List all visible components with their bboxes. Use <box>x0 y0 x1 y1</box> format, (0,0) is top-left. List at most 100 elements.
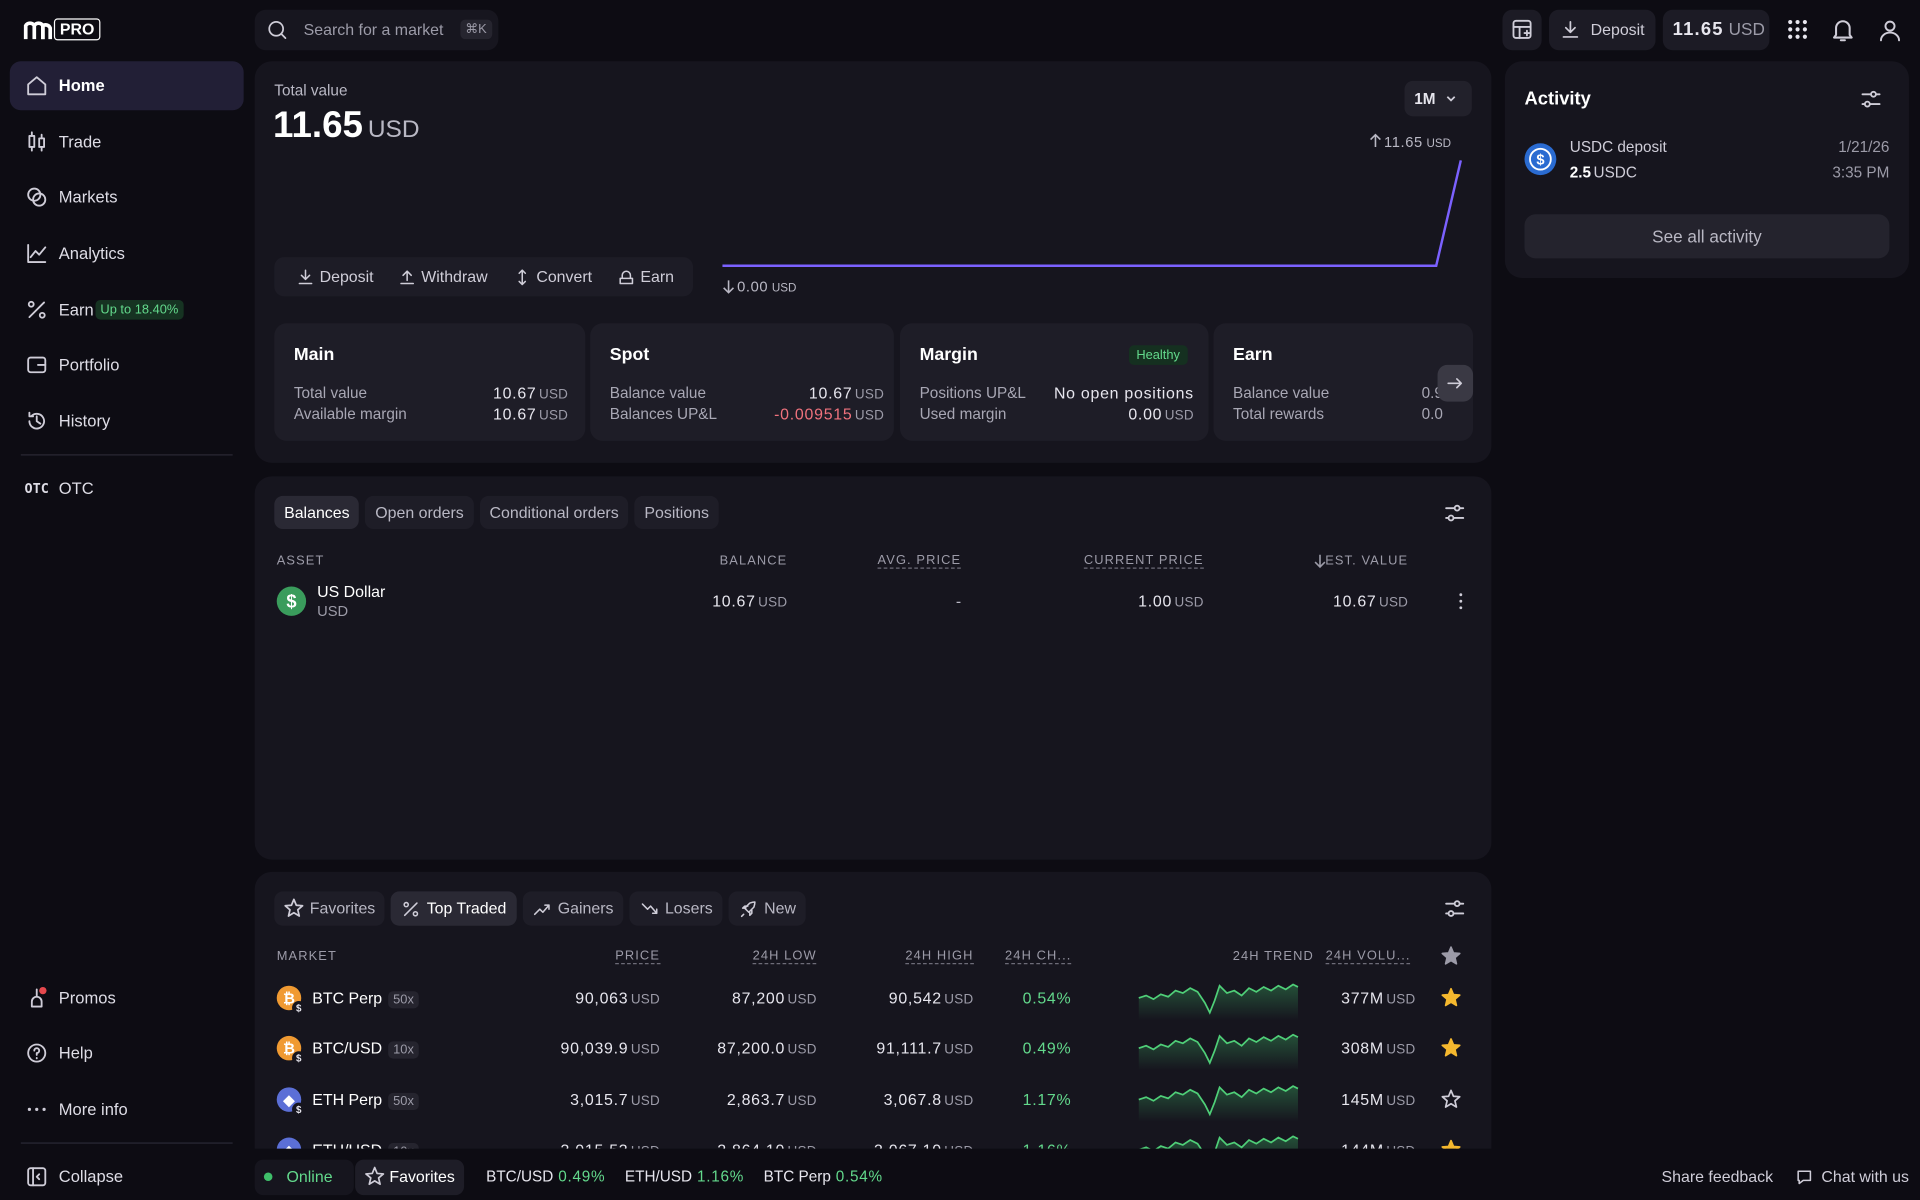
volume-cell-value: 144M <box>1341 1140 1384 1148</box>
balance-cell-value: 10.67 <box>712 592 756 611</box>
card-row-value-value: 10.67 <box>493 383 537 403</box>
feedback-link[interactable]: Share feedback <box>1661 1167 1774 1186</box>
tab[interactable]: Open orders <box>365 495 474 529</box>
icon-analytics <box>27 243 47 263</box>
action-button[interactable]: Withdraw <box>421 267 488 286</box>
icon-trade <box>28 130 46 152</box>
nav-label[interactable]: Earn <box>58 300 94 319</box>
column-header: 24H CH... <box>1005 948 1072 965</box>
account-card[interactable]: Earn Balance value 0.9 Total rewards 0.0 <box>1213 323 1474 441</box>
polygon <box>1441 987 1461 1007</box>
chart-max-unit: USD <box>1426 137 1452 151</box>
nav-label[interactable]: Collapse <box>58 1167 124 1186</box>
nav-label[interactable]: Help <box>58 1043 93 1063</box>
balance-value: 11.65 <box>1672 18 1724 40</box>
tab[interactable]: Conditional orders <box>479 495 629 529</box>
favorite-toggle[interactable] <box>1440 1139 1462 1149</box>
high-cell-unit: USD <box>944 1043 974 1058</box>
nav-label[interactable]: Portfolio <box>58 356 120 375</box>
account-card[interactable]: Spot Balance value 10.67 USD Balances UP&L -0… <box>590 323 894 441</box>
nav-item[interactable] <box>9 61 244 111</box>
deposit-button[interactable] <box>1548 9 1656 51</box>
favorites-label[interactable]: Favorites <box>389 1167 455 1186</box>
ticker[interactable]: ETH/USD 1.16% <box>625 1166 744 1188</box>
favorite-toggle[interactable] <box>1440 1038 1462 1060</box>
ticker-strip: BTC/USD 0.49% ETH/USD 1.16% BTC Perp 0.54% <box>486 1166 883 1188</box>
favorites-pill[interactable] <box>355 1159 465 1196</box>
current-price-cell: 1.00 USD <box>1138 592 1204 610</box>
card-row-value: 0.0 <box>1421 405 1443 423</box>
range-select[interactable] <box>1404 80 1472 117</box>
action-button[interactable]: Deposit <box>319 267 374 286</box>
range-label[interactable]: 1M <box>1414 90 1436 108</box>
status-dot <box>263 1172 273 1182</box>
favorite-header <box>1441 946 1461 965</box>
text: ₿ <box>283 1042 295 1058</box>
account-card[interactable]: Margin Healthy Positions UP&L No open posit… <box>900 323 1209 441</box>
circle <box>1453 504 1461 512</box>
card-row-value-value: 10.67 <box>808 383 853 403</box>
tab[interactable]: Positions <box>634 495 719 529</box>
icon-down <box>1561 20 1578 38</box>
nav-label[interactable]: Analytics <box>58 244 125 263</box>
account-card[interactable]: Main Total value 10.67 USD Available margin 1… <box>274 323 586 441</box>
nav-label[interactable]: Trade <box>58 132 102 151</box>
tab-label: Top Traded <box>426 898 507 918</box>
ticker[interactable]: BTC/USD 0.49% <box>486 1166 605 1188</box>
deposit-label[interactable]: Deposit <box>1590 20 1645 39</box>
tab[interactable]: Favorites <box>274 891 386 926</box>
coin-icon: ◆$ <box>276 1137 302 1149</box>
nav-label[interactable]: More info <box>58 1100 128 1119</box>
balance: 11.65 USD <box>1673 19 1765 40</box>
low-cell-unit: USD <box>788 1144 817 1148</box>
circle <box>1802 19 1807 25</box>
nav-label[interactable]: OTC <box>58 479 94 498</box>
icon-markets <box>27 188 47 208</box>
low-cell-value: 87,200 <box>731 988 786 1008</box>
nav-label[interactable]: History <box>58 412 111 431</box>
circle <box>276 586 307 616</box>
card-title: Spot <box>609 345 650 365</box>
tab[interactable]: New <box>728 891 806 926</box>
circle <box>1529 147 1552 171</box>
chart-max-value: 11.65 <box>1384 133 1423 151</box>
nav-label[interactable]: Markets <box>58 188 118 207</box>
tab[interactable]: Losers <box>629 891 723 926</box>
nav-label[interactable]: Promos <box>58 988 116 1008</box>
icon-up <box>399 269 414 284</box>
favorite-toggle[interactable] <box>1440 1088 1462 1110</box>
column-header: 24H VOLU... <box>1325 948 1411 965</box>
balance-box[interactable] <box>1662 9 1770 51</box>
layout-button[interactable] <box>1502 9 1542 51</box>
price-cell: 3,015.7 USD <box>570 1090 660 1108</box>
volume-cell: 308M USD <box>1341 1039 1415 1057</box>
low-cell-value: 87,200.0 <box>717 1039 786 1058</box>
action-button[interactable]: Earn <box>640 267 675 286</box>
path <box>1447 378 1463 389</box>
card-row-value-unit: USD <box>854 387 885 403</box>
nav-label[interactable]: Home <box>58 76 105 95</box>
circle <box>1883 20 1895 32</box>
tab[interactable]: Gainers <box>522 891 624 926</box>
leverage-badge: 50x <box>388 991 419 1009</box>
price-cell: 3,015.53USD <box>561 1140 660 1148</box>
see-all-button[interactable]: See all activity <box>1524 214 1890 259</box>
high-cell-value: 3,067.10 <box>874 1140 942 1148</box>
tab[interactable]: Top Traded <box>391 891 517 926</box>
see-all-label[interactable]: See all activity <box>1652 226 1762 247</box>
ticker-change: 0.49% <box>558 1168 606 1186</box>
tab[interactable]: Balances <box>274 495 360 529</box>
card-row-label: Total rewards <box>1233 405 1325 423</box>
icon-chat <box>1796 1169 1811 1184</box>
change-cell: 1.17% <box>1022 1089 1072 1109</box>
card-row-value: 10.67 USD <box>493 384 568 402</box>
action-button[interactable]: Convert <box>536 267 593 286</box>
favorite-toggle[interactable] <box>1440 987 1462 1009</box>
tab-label: Gainers <box>557 898 614 918</box>
nav-badge: Up to 18.40% <box>95 299 184 320</box>
ticker[interactable]: BTC Perp 0.54% <box>764 1166 883 1188</box>
chat-link[interactable]: Chat with us <box>1821 1167 1909 1186</box>
trend-sparkline <box>1137 1135 1299 1149</box>
sort-arrow <box>1314 554 1326 569</box>
search-box[interactable] <box>254 9 499 51</box>
